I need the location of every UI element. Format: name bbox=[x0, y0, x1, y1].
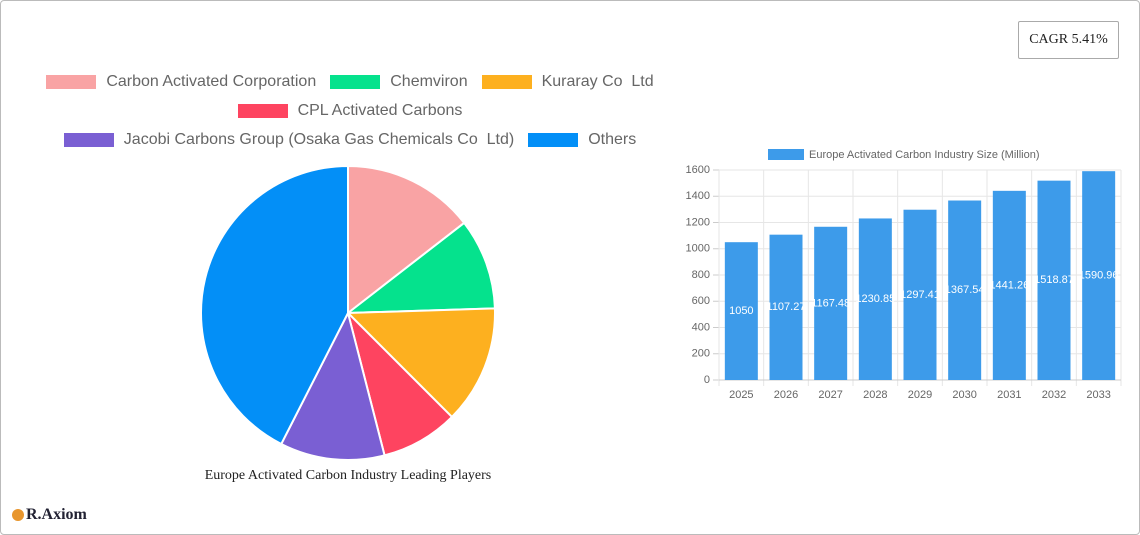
brand-icon bbox=[12, 509, 24, 521]
x-tick-label: 2030 bbox=[952, 389, 976, 401]
legend-swatch bbox=[768, 149, 804, 160]
x-tick-label: 2027 bbox=[818, 389, 842, 401]
x-tick-label: 2028 bbox=[863, 389, 887, 401]
bar-value-label: 1518.87 bbox=[1034, 274, 1074, 286]
bar-value-label: 1167.48 bbox=[811, 297, 850, 309]
y-tick-label: 1600 bbox=[686, 164, 710, 176]
brand: R.Axiom bbox=[12, 506, 87, 524]
pie-slice bbox=[344, 221, 496, 315]
bar-value-label: 1297.41 bbox=[900, 289, 940, 301]
legend-item: CPL Activated Carbons bbox=[237, 101, 463, 121]
legend-item: Carbon Activated Corporation bbox=[46, 72, 316, 92]
legend-swatch bbox=[330, 75, 381, 89]
legend-label: Carbon Activated Corporation bbox=[106, 73, 317, 90]
y-tick-label: 600 bbox=[692, 295, 710, 307]
y-tick-label: 400 bbox=[692, 321, 710, 333]
bar bbox=[858, 218, 892, 380]
legend-item: Kuraray Co Ltd bbox=[481, 72, 654, 92]
bar-value-label: 1107.27 bbox=[767, 301, 806, 313]
x-tick-label: 2033 bbox=[1086, 389, 1110, 401]
y-tick-label: 800 bbox=[692, 269, 710, 281]
legend-label: Others bbox=[588, 131, 637, 148]
legend-label: Chemviron bbox=[390, 73, 468, 90]
bar bbox=[1082, 171, 1116, 380]
y-tick-label: 200 bbox=[692, 348, 710, 360]
x-tick-label: 2029 bbox=[908, 389, 932, 401]
legend-label: CPL Activated Carbons bbox=[297, 102, 463, 119]
x-tick-label: 2026 bbox=[774, 389, 798, 401]
legend-swatch bbox=[481, 75, 532, 89]
y-tick-label: 1000 bbox=[686, 243, 710, 255]
legend-item: Jacobi Carbons Group (Osaka Gas Chemical… bbox=[63, 130, 515, 150]
pie-title: Europe Activated Carbon Industry Leading… bbox=[205, 468, 492, 483]
bar-value-label: 1230.85 bbox=[855, 293, 895, 305]
bar-value-label: 1367.54 bbox=[945, 284, 985, 296]
legend-label: Europe Activated Carbon Industry Size (M… bbox=[809, 149, 1040, 161]
cagr-badge: CAGR 5.41% bbox=[1018, 21, 1119, 59]
x-tick-label: 2025 bbox=[729, 389, 753, 401]
bar bbox=[992, 190, 1026, 380]
legend-item: Others bbox=[528, 130, 636, 150]
y-tick-label: 1400 bbox=[686, 190, 710, 202]
bar-value-label: 1590.96 bbox=[1079, 269, 1119, 281]
pie-legend: Carbon Activated Corporation Chemviron Kur… bbox=[20, 72, 680, 150]
bar-value-label: 1441.26 bbox=[989, 279, 1029, 291]
bar bbox=[903, 209, 937, 380]
bar bbox=[1037, 180, 1071, 380]
legend-label: Jacobi Carbons Group (Osaka Gas Chemical… bbox=[123, 131, 515, 148]
y-tick-label: 1200 bbox=[686, 216, 710, 228]
legend-swatch bbox=[237, 104, 288, 118]
bar bbox=[724, 242, 758, 380]
pie-slice bbox=[279, 310, 386, 461]
bar-value-label: 1050 bbox=[729, 305, 753, 317]
y-tick-label: 0 bbox=[704, 374, 710, 386]
pie-slice bbox=[345, 307, 496, 419]
legend-swatch bbox=[46, 75, 97, 89]
legend-swatch bbox=[63, 133, 114, 147]
x-tick-label: 2032 bbox=[1042, 389, 1066, 401]
bar bbox=[948, 200, 982, 380]
legend-item: Chemviron bbox=[330, 72, 468, 92]
brand-text: R.Axiom bbox=[26, 506, 87, 523]
pie-slice bbox=[200, 164, 349, 446]
bar bbox=[814, 226, 848, 380]
x-tick-label: 2031 bbox=[997, 389, 1021, 401]
legend-label: Kuraray Co Ltd bbox=[541, 73, 654, 90]
bar bbox=[769, 234, 803, 380]
pie-slice bbox=[347, 164, 466, 316]
legend-swatch bbox=[528, 133, 579, 147]
